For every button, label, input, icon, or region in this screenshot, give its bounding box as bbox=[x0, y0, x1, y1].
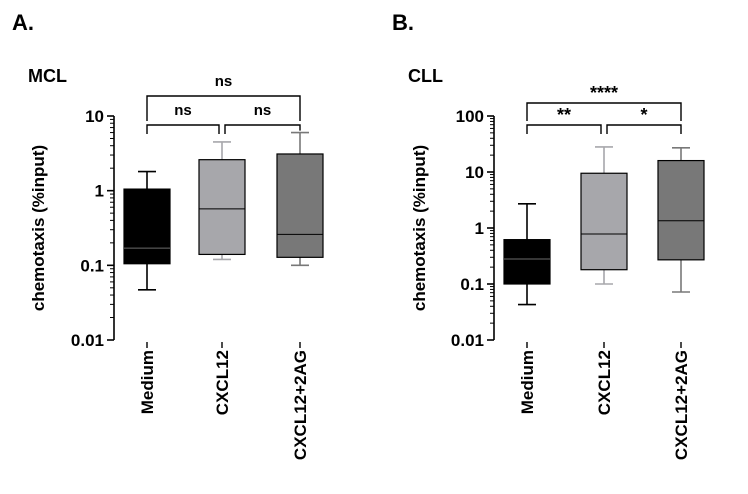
significance-bracket: ** bbox=[526, 105, 602, 134]
significance-label: ** bbox=[557, 105, 571, 125]
panel-label: B. bbox=[392, 10, 414, 35]
category-label: CXCL12 bbox=[213, 350, 232, 415]
bracket-line bbox=[146, 95, 301, 121]
y-axis-label: chemotaxis (%input) bbox=[29, 145, 48, 311]
box-iqr bbox=[123, 188, 171, 265]
panel-a: A. MCL 0.01 0.1 1 10 chemotaxis (%input) Medium… bbox=[12, 10, 324, 460]
significance-label: ns bbox=[174, 102, 192, 119]
box-medium bbox=[503, 203, 551, 306]
y-tick-label: 10 bbox=[465, 163, 484, 182]
bracket-line bbox=[606, 124, 682, 134]
significance-label: ns bbox=[215, 73, 233, 90]
bracket-line bbox=[526, 124, 602, 134]
box-iqr bbox=[657, 159, 705, 261]
category-label: Medium bbox=[138, 350, 157, 414]
panel-b: B. CLL 0.01 0.1 1 10 100 chemotaxis (%input) Med… bbox=[392, 10, 705, 460]
category-label: Medium bbox=[518, 350, 537, 414]
y-tick-label: 1 bbox=[475, 219, 484, 238]
significance-label: * bbox=[640, 105, 647, 125]
y-tick-label: 1 bbox=[95, 182, 104, 201]
box-cxcl12 bbox=[580, 146, 628, 285]
significance-label: **** bbox=[590, 83, 618, 103]
y-tick-label: 0.1 bbox=[460, 275, 484, 294]
box-iqr bbox=[503, 239, 551, 285]
category-label: CXCL12+2AG bbox=[672, 350, 691, 460]
box-cxcl12-2ag bbox=[657, 147, 705, 293]
significance-bracket: ns bbox=[224, 102, 301, 134]
box-iqr bbox=[580, 172, 628, 271]
y-tick-label: 0.01 bbox=[71, 331, 104, 350]
box-iqr bbox=[198, 159, 246, 256]
chart-title: CLL bbox=[408, 66, 443, 86]
category-label: CXCL12+2AG bbox=[291, 350, 310, 460]
y-tick-label: 10 bbox=[85, 107, 104, 126]
bracket-line bbox=[146, 124, 220, 134]
y-tick-label: 100 bbox=[456, 107, 484, 126]
y-tick-label: 0.1 bbox=[80, 256, 104, 275]
significance-bracket: * bbox=[606, 105, 682, 134]
box-cxcl12-2ag bbox=[276, 131, 324, 267]
box-cxcl12 bbox=[198, 141, 246, 261]
significance-bracket: ns bbox=[146, 102, 220, 134]
category-label: CXCL12 bbox=[595, 350, 614, 415]
box-iqr bbox=[276, 153, 324, 258]
y-axis-label: chemotaxis (%input) bbox=[410, 145, 429, 311]
y-tick-label: 0.01 bbox=[451, 331, 484, 350]
box-medium bbox=[123, 170, 171, 291]
significance-label: ns bbox=[254, 102, 272, 119]
bracket-line bbox=[224, 124, 301, 134]
chart-title: MCL bbox=[28, 66, 67, 86]
panel-label: A. bbox=[12, 10, 34, 35]
bracket-line bbox=[526, 102, 682, 121]
significance-bracket: **** bbox=[526, 83, 682, 121]
significance-bracket: ns bbox=[146, 73, 301, 121]
